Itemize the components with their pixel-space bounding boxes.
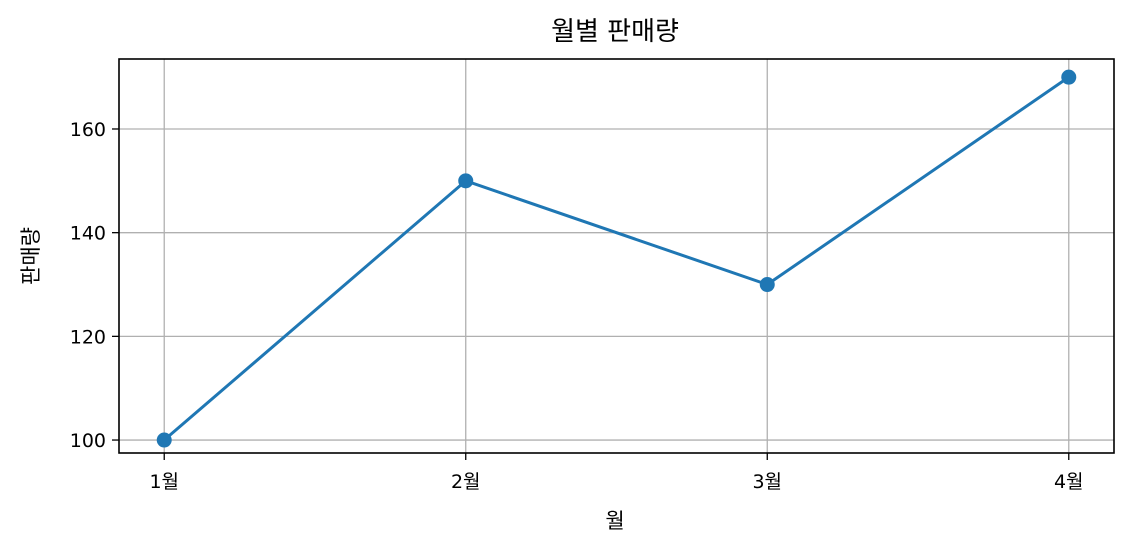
data-point-marker — [1061, 69, 1077, 85]
y-axis-label: 판매량 — [19, 227, 43, 285]
y-tick-label: 100 — [70, 430, 106, 452]
x-tick-label: 4월 — [1054, 471, 1084, 493]
chart-title: 월별 판매량 — [551, 17, 679, 47]
data-point-marker — [156, 432, 172, 448]
data-point-marker — [458, 173, 474, 189]
grid-layer — [119, 59, 1114, 453]
y-tick-label: 160 — [70, 119, 106, 141]
tick-layer: 1월 2월 3월 4월 100 120 140 160 — [70, 119, 1084, 493]
y-tick-label: 120 — [70, 326, 106, 348]
x-tick-label: 3월 — [752, 471, 782, 493]
x-tick-label: 1월 — [149, 471, 179, 493]
data-point-marker — [759, 277, 775, 293]
series-line — [163, 75, 1070, 442]
plot-area-frame — [118, 58, 1115, 454]
series-layer — [156, 69, 1077, 448]
y-tick-label: 140 — [70, 223, 106, 245]
x-tick-label: 2월 — [451, 471, 481, 493]
x-axis-label: 월 — [605, 509, 624, 533]
